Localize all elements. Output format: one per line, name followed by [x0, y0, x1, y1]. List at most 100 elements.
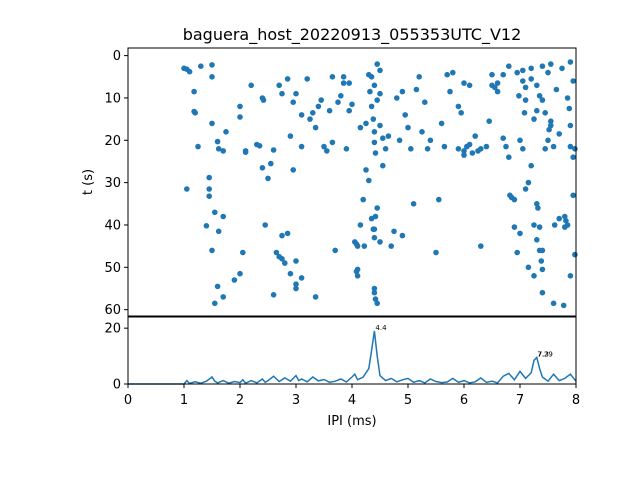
- scatter-point: [329, 139, 336, 146]
- scatter-point: [570, 154, 576, 160]
- scatter-point: [562, 213, 568, 220]
- scatter-point: [366, 177, 372, 184]
- scatter-point: [522, 97, 529, 103]
- scatter-point: [349, 101, 355, 108]
- scatter-point: [284, 230, 291, 237]
- scatter-point: [567, 273, 574, 279]
- scatter-point: [458, 110, 465, 116]
- y-axis-ticks-bottom: 0 20: [104, 322, 128, 393]
- x-tick-label: 6: [460, 393, 468, 408]
- y-tick-label: 0: [113, 49, 121, 64]
- scatter-point: [506, 154, 512, 160]
- scatter-point: [567, 59, 574, 65]
- scatter-point: [542, 146, 548, 152]
- scatter-point: [371, 285, 378, 292]
- scatter-point: [374, 300, 381, 307]
- y-tick-label: 10: [104, 91, 121, 106]
- scatter-point: [489, 82, 495, 89]
- scatter-point: [466, 141, 473, 148]
- top-panel: 0 10 20 30 40 50 60 t (s): [81, 47, 578, 318]
- scatter-point: [371, 234, 378, 241]
- x-tick-label: 2: [236, 393, 244, 408]
- peak-label: 4.4: [375, 324, 387, 332]
- scatter-point: [522, 186, 529, 192]
- scatter-point: [298, 112, 305, 118]
- scatter-point: [542, 110, 548, 116]
- scatter-point: [382, 146, 389, 152]
- scatter-point: [220, 294, 226, 300]
- scatter-point: [273, 249, 280, 256]
- scatter-point: [450, 69, 456, 76]
- scatter-point: [353, 241, 360, 247]
- scatter-point: [206, 174, 212, 181]
- scatter-point: [528, 76, 534, 82]
- x-tick-label: 7: [516, 393, 524, 408]
- scatter-point: [212, 209, 218, 216]
- scatter-point: [500, 71, 507, 78]
- scatter-point: [553, 86, 560, 93]
- scatter-point: [534, 237, 540, 243]
- y-tick-label: 20: [104, 322, 121, 337]
- scatter-point: [563, 217, 569, 224]
- scatter-point: [212, 300, 218, 307]
- scatter-point: [380, 135, 386, 141]
- scatter-series: [181, 59, 578, 309]
- scatter-point: [374, 61, 381, 67]
- scatter-point: [511, 196, 518, 203]
- scatter-point: [447, 88, 453, 95]
- scatter-point: [538, 258, 545, 264]
- scatter-point: [517, 137, 523, 144]
- scatter-point: [240, 249, 246, 256]
- x-tick-label: 8: [572, 393, 580, 408]
- x-tick-label: 4: [348, 393, 356, 408]
- scatter-point: [276, 82, 283, 89]
- x-tick-label: 3: [292, 393, 300, 408]
- scatter-point: [374, 205, 381, 211]
- scatter-point: [564, 95, 571, 101]
- scatter-point: [209, 62, 215, 68]
- scatter-point: [361, 243, 368, 249]
- y-tick-label: 60: [104, 303, 121, 318]
- scatter-point: [298, 143, 305, 150]
- scatter-point: [494, 80, 501, 86]
- scatter-point: [293, 281, 299, 288]
- scatter-point: [441, 143, 448, 150]
- scatter-point: [335, 99, 341, 105]
- scatter-point: [567, 122, 574, 129]
- scatter-point: [436, 196, 442, 203]
- scatter-point: [520, 78, 526, 84]
- bottom-panel: 4.4 7.297.3 0 20 0 1 2 3 4 5 6 7 8 IPI (ms): [104, 316, 580, 429]
- scatter-point: [371, 226, 378, 232]
- x-axis-label: IPI (ms): [327, 414, 376, 429]
- scatter-point: [511, 224, 518, 230]
- scatter-point: [312, 124, 319, 131]
- scatter-point: [399, 232, 406, 239]
- scatter-point: [402, 112, 409, 118]
- scatter-point: [237, 114, 243, 120]
- scatter-point: [360, 196, 367, 203]
- scatter-point: [181, 65, 187, 72]
- scatter-point: [374, 97, 381, 103]
- scatter-point: [321, 143, 327, 150]
- scatter-point: [556, 215, 562, 222]
- scatter-point: [368, 74, 375, 80]
- scatter-point: [545, 137, 551, 144]
- scatter-point: [279, 232, 285, 239]
- scatter-point: [279, 255, 285, 262]
- scatter-point: [237, 270, 243, 277]
- scatter-point: [455, 103, 462, 110]
- scatter-point: [290, 167, 297, 173]
- scatter-point: [539, 63, 546, 69]
- scatter-point: [438, 120, 445, 127]
- scatter-point: [284, 76, 291, 82]
- scatter-point: [572, 146, 578, 152]
- scatter-point: [220, 213, 226, 220]
- scatter-point: [290, 99, 297, 105]
- scatter-point: [223, 129, 229, 135]
- scatter-point: [340, 74, 347, 80]
- scatter-point: [461, 80, 467, 86]
- scatter-point: [469, 150, 476, 156]
- scatter-point: [566, 105, 573, 112]
- scatter-point: [372, 150, 379, 156]
- scatter-point: [536, 224, 543, 230]
